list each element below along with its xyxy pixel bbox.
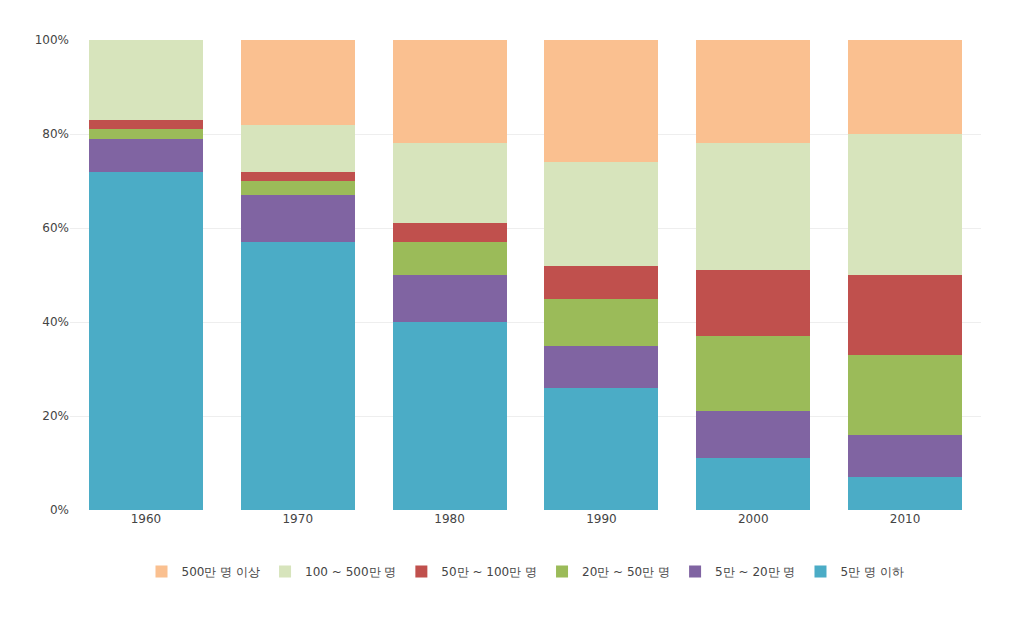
svg-text:60%: 60% xyxy=(42,221,69,235)
svg-text:5만 ~ 20만 명: 5만 ~ 20만 명 xyxy=(715,565,795,579)
svg-text:1980: 1980 xyxy=(434,512,465,526)
svg-text:5만 명 이하: 5만 명 이하 xyxy=(840,565,903,579)
svg-text:20%: 20% xyxy=(42,409,69,423)
svg-text:1960: 1960 xyxy=(131,512,162,526)
svg-text:80%: 80% xyxy=(42,127,69,141)
svg-text:100%: 100% xyxy=(35,33,69,47)
svg-text:2000: 2000 xyxy=(738,512,769,526)
svg-text:50만 ~ 100만 명: 50만 ~ 100만 명 xyxy=(441,565,537,579)
svg-text:500만 명 이상: 500만 명 이상 xyxy=(182,565,261,579)
svg-text:1970: 1970 xyxy=(282,512,313,526)
svg-text:1990: 1990 xyxy=(586,512,617,526)
svg-text:20만 ~ 50만 명: 20만 ~ 50만 명 xyxy=(582,565,670,579)
svg-text:100 ~ 500만 명: 100 ~ 500만 명 xyxy=(305,565,396,579)
svg-text:2010: 2010 xyxy=(890,512,921,526)
svg-text:40%: 40% xyxy=(42,315,69,329)
svg-text:0%: 0% xyxy=(50,503,69,517)
